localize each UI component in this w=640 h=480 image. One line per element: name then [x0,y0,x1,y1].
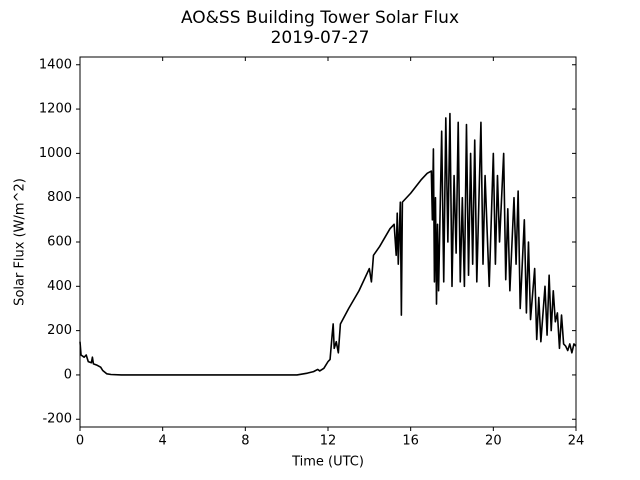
x-tick-label: 16 [402,434,419,449]
x-tick-label: 12 [320,434,337,449]
chart-subtitle: 2019-07-27 [271,28,370,48]
y-tick-label: 400 [47,279,72,294]
x-tick-label: 20 [485,434,502,449]
y-tick-label: 1200 [39,102,72,117]
x-tick-label: 8 [241,434,249,449]
y-tick-label: -200 [42,412,72,427]
x-tick-label: 0 [76,434,84,449]
y-tick-label: 1400 [39,57,72,72]
y-tick-label: 800 [47,190,72,205]
data-line [79,112,577,376]
x-axis-label: Time (UTC) [291,455,364,470]
y-tick-label: 600 [47,235,72,250]
x-tick-label: 4 [159,434,167,449]
y-tick-label: 0 [64,367,72,382]
chart-title: AO&SS Building Tower Solar Flux [181,8,459,28]
y-axis-label: Solar Flux (W/m^2) [13,178,28,306]
x-tick-label: 24 [568,434,585,449]
plot-frame [79,56,577,428]
y-tick-label: 1000 [39,146,72,161]
y-tick-label: 200 [47,323,72,338]
